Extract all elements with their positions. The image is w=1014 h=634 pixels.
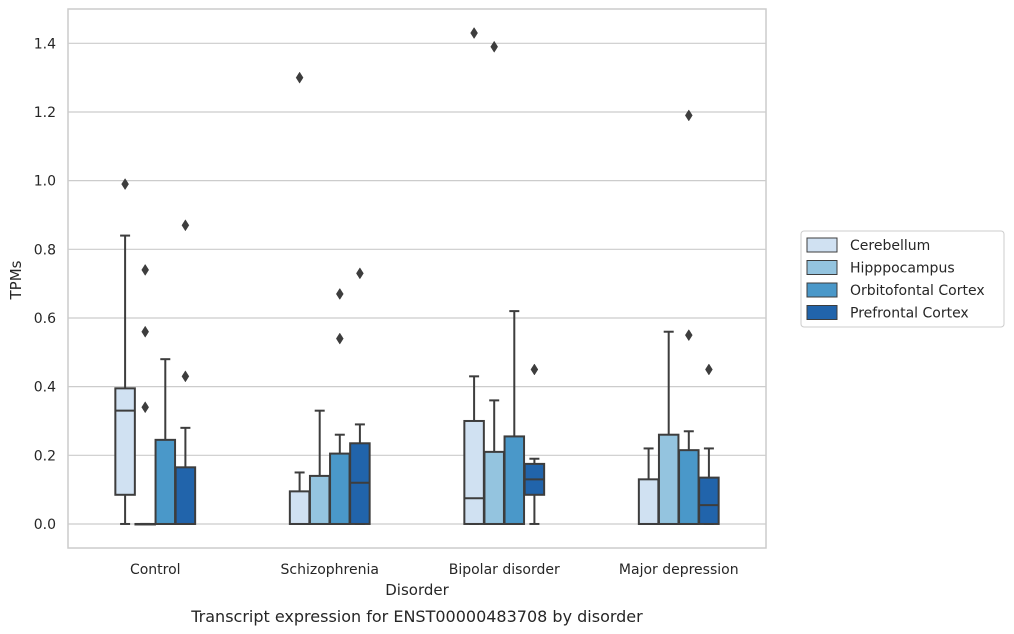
box-2-3: [678, 109, 700, 525]
outlier-point: [705, 363, 713, 376]
box-3-0: [174, 219, 197, 525]
legend: Cerebellum Hipppocampus Orbitofontal Corte…: [800, 230, 1005, 328]
legend-label: Prefrontal Cortex: [850, 306, 969, 322]
plot-area: [67, 8, 767, 549]
box-3-3: [698, 363, 720, 525]
box-3-1: [349, 267, 371, 525]
box-body: [463, 419, 485, 525]
y-tick-label: 0.6: [34, 311, 56, 327]
box-1-1: [308, 409, 331, 525]
box-body: [483, 450, 505, 525]
outlier-point: [685, 329, 693, 342]
y-axis-label: TPMs: [7, 260, 25, 300]
box-body: [329, 452, 351, 525]
y-tick-label: 0.8: [34, 242, 56, 258]
outlier-point: [141, 325, 149, 338]
boxes-layer: [114, 27, 720, 526]
y-tick-label: 0.2: [34, 448, 56, 464]
box-2-0: [154, 358, 177, 525]
box-body: [114, 387, 136, 496]
legend-label: Orbitofontal Cortex: [850, 283, 985, 299]
outlier-point: [121, 178, 129, 191]
box-2-2: [503, 310, 526, 525]
box-body: [288, 490, 311, 525]
outlier-point: [470, 27, 478, 39]
box-body: [503, 435, 526, 525]
legend-swatch: [806, 237, 838, 253]
legend-swatch: [806, 282, 838, 298]
box-1-0: [134, 263, 156, 526]
outlier-point: [356, 267, 364, 280]
outlier-point: [181, 370, 190, 383]
box-3-2: [523, 363, 546, 525]
box-body: [657, 433, 680, 525]
box-body: [154, 438, 177, 525]
legend-swatch: [806, 260, 838, 275]
box-body: [174, 466, 197, 525]
outlier-point: [336, 332, 344, 345]
legend-label: Hipppocampus: [850, 261, 955, 277]
legend-label: Cerebellum: [850, 238, 930, 254]
legend-swatch: [806, 305, 838, 320]
box-body: [698, 476, 720, 525]
chart-caption: Transcript expression for ENST0000048370…: [190, 607, 643, 626]
x-axis-label: Disorder: [385, 581, 449, 599]
x-axis-ticks: Control Schizophrenia Bipolar disorder Majo…: [130, 562, 739, 578]
y-tick-label: 1.2: [34, 105, 56, 121]
box-0-3: [637, 447, 660, 525]
x-tick-label: Major depression: [619, 562, 739, 578]
box-0-0: [114, 178, 136, 525]
y-axis-ticks: 0.0 0.2 0.4 0.6 0.8 1.0 1.2 1.4: [34, 36, 56, 533]
box-1-3: [657, 330, 680, 525]
outlier-point: [181, 219, 190, 232]
box-body: [637, 478, 660, 525]
x-tick-label: Bipolar disorder: [449, 562, 560, 578]
outlier-point: [295, 71, 304, 84]
y-tick-label: 1.0: [34, 174, 56, 190]
y-tick-label: 1.4: [34, 36, 56, 52]
x-tick-label: Schizophrenia: [281, 562, 379, 578]
outlier-point: [530, 363, 539, 376]
y-tick-label: 0.0: [34, 517, 56, 533]
outlier-point: [490, 40, 498, 53]
outlier-point: [141, 401, 149, 414]
x-tick-label: Control: [130, 562, 181, 578]
box-body: [678, 449, 700, 525]
legend-frame: [800, 230, 1005, 328]
outlier-point: [685, 109, 693, 122]
outlier-point: [336, 287, 344, 300]
plot-frame: [67, 8, 767, 549]
y-tick-label: 0.4: [34, 380, 56, 396]
box-body: [308, 474, 331, 525]
outlier-point: [141, 263, 149, 276]
